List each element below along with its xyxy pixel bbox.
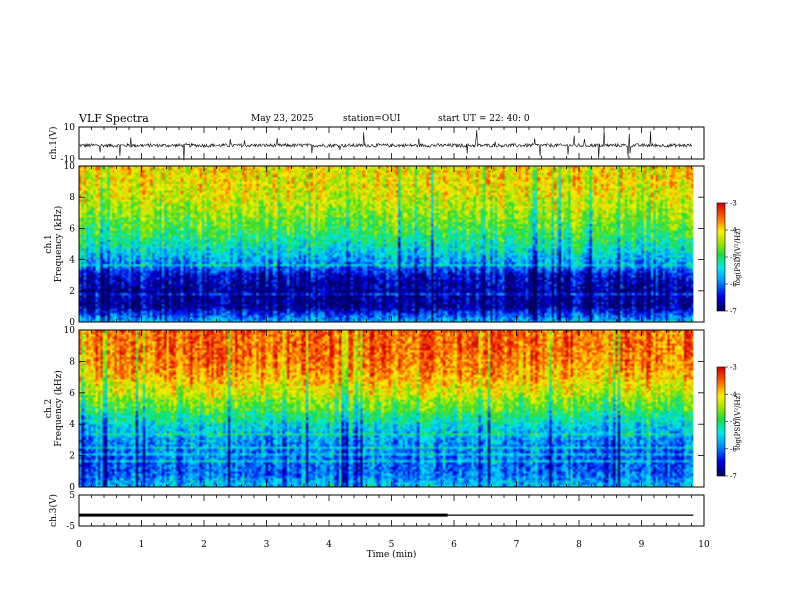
ch3-waveform-ytick: -5	[66, 522, 75, 532]
time-axis-tick: 9	[639, 540, 645, 550]
time-axis-tick: 1	[139, 540, 145, 550]
ch1-waveform-ytick: -10	[61, 155, 76, 165]
ch2-spectrogram-ylabel: ch.2 Frequency (kHz)	[44, 370, 64, 447]
ch1-spectrogram-heatmap	[79, 166, 694, 322]
ch1-spectrogram-ytick: 6	[69, 224, 75, 234]
station-label: station=OUI	[343, 114, 401, 124]
time-axis-tick: 2	[201, 540, 207, 550]
ch2-spectrogram-colorbar	[717, 367, 725, 476]
svg-text:Frequency (kHz): Frequency (kHz)	[53, 206, 64, 283]
ch2-spectrogram-colorbar-tick: -7	[730, 473, 737, 481]
ch2-spectrogram-colorbar-tick: -6	[730, 445, 737, 453]
svg-text:ch.2: ch.2	[44, 399, 54, 418]
time-axis-tick: 4	[326, 540, 332, 550]
ch2-spectrogram-ytick: 8	[69, 357, 75, 367]
time-axis-tick: 10	[698, 540, 710, 550]
ch1-spectrogram-ytick: 0	[69, 318, 75, 328]
ch2-spectrogram-ytick: 10	[64, 326, 76, 336]
time-axis-tick: 8	[576, 540, 582, 550]
ch1-spectrogram-colorbar-label: log(PSD)(V²/Hz)	[734, 228, 742, 285]
ch2-spectrogram-ytick: 0	[69, 483, 75, 493]
svg-text:ch.3(V): ch.3(V)	[48, 494, 59, 527]
ch1-spectrogram-colorbar-tick: -5	[730, 254, 737, 262]
svg-text:ch.1: ch.1	[44, 234, 54, 253]
ch2-spectrogram-colorbar-label: log(PSD)(V²/Hz)	[734, 393, 742, 450]
ch1-spectrogram-colorbar	[717, 203, 725, 311]
time-axis-tick: 0	[76, 540, 82, 550]
ch2-spectrogram-ytick: 6	[69, 389, 75, 399]
ch1-spectrogram-ytick: 4	[69, 256, 75, 266]
ch1-spectrogram-colorbar-tick: -3	[730, 200, 737, 208]
ch1-waveform-line	[79, 129, 693, 161]
time-axis-tick: 3	[264, 540, 270, 550]
chart-title: VLF Spectra	[79, 112, 149, 125]
ch2-spectrogram-ytick: 2	[69, 452, 75, 462]
svg-text:Frequency (kHz): Frequency (kHz)	[53, 370, 64, 447]
date-label: May 23, 2025	[251, 114, 314, 124]
time-axis-tick: 6	[451, 540, 457, 550]
ch1-spectrogram-ytick: 2	[69, 287, 75, 297]
ch1-spectrogram-ylabel: ch.1 Frequency (kHz)	[44, 206, 64, 283]
ch2-spectrogram-heatmap	[79, 330, 694, 487]
svg-text:ch.1(V): ch.1(V)	[48, 127, 59, 160]
ch1-spectrogram-ytick: 10	[64, 162, 76, 172]
start-time-label: start UT = 22: 40: 0	[438, 114, 530, 124]
ch1-spectrogram-colorbar-tick: -7	[730, 308, 737, 316]
ch1-waveform-ylabel: ch.1(V)	[48, 127, 59, 160]
ch1-waveform-ytick: 10	[64, 123, 76, 133]
ch2-spectrogram-colorbar-tick: -5	[730, 418, 737, 426]
ch2-spectrogram-colorbar-tick: -4	[730, 391, 737, 399]
time-axis-tick: 7	[514, 540, 520, 550]
ch2-spectrogram-ytick: 4	[69, 420, 75, 430]
ch1-spectrogram-ytick: 8	[69, 193, 75, 203]
time-axis-label: Time (min)	[367, 549, 417, 560]
time-axis-tick: 5	[389, 540, 395, 550]
ch3-waveform-ytick: 5	[69, 491, 75, 501]
ch1-spectrogram-colorbar-tick: -6	[730, 281, 737, 289]
ch3-waveform-ylabel: ch.3(V)	[48, 494, 59, 527]
ch2-spectrogram-colorbar-tick: -3	[730, 364, 737, 372]
ch1-spectrogram-colorbar-tick: -4	[730, 227, 737, 235]
